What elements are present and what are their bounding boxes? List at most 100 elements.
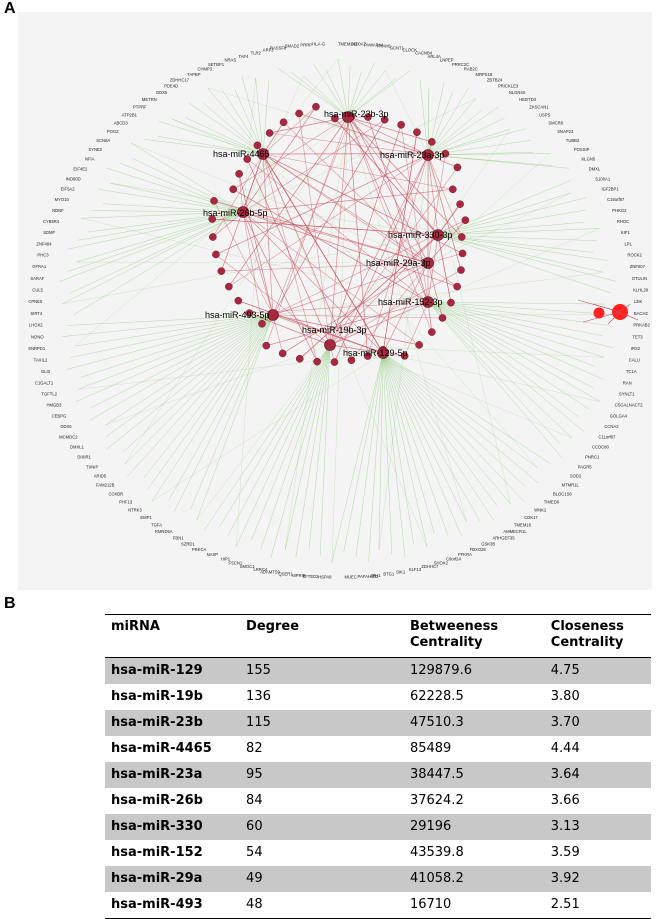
panel-label-b: B <box>4 595 16 613</box>
shared-target-node <box>447 299 454 306</box>
gene-label: SMCR8 <box>548 120 563 125</box>
shared-target-node <box>457 266 464 273</box>
cell-mirna: hsa-miR-29a <box>105 866 240 892</box>
cell-mirna: hsa-miR-26b <box>105 788 240 814</box>
gene-label: SYNE2 <box>88 147 102 152</box>
shared-target-node <box>459 250 466 257</box>
gene-label: ROCK2 <box>627 253 642 258</box>
gene-label: C11orf87 <box>598 435 616 440</box>
cell-degree: 49 <box>240 866 404 892</box>
gene-label: RHOC <box>617 219 629 224</box>
gene-label: PTPRF <box>133 104 147 109</box>
shared-target-node <box>296 355 303 362</box>
mirna-hub-label: hsa-miR-152-3p <box>378 297 443 307</box>
shared-target-node <box>218 267 225 274</box>
gene-label: PHF13 <box>119 500 133 505</box>
cell-betweenness: 62228.5 <box>404 684 545 710</box>
shared-target-node <box>230 186 237 193</box>
gene-label: POSSIP <box>574 147 590 152</box>
cell-degree: 115 <box>240 710 404 736</box>
cell-betweenness: 41058.2 <box>404 866 545 892</box>
gene-label: SZRD1 <box>181 541 195 546</box>
gene-label: HLA-G <box>312 42 325 47</box>
gene-label: PDE4D <box>164 84 178 89</box>
shared-target-node <box>398 121 405 128</box>
gene-label: TLR2 <box>251 50 262 55</box>
cell-closeness: 3.70 <box>545 710 651 736</box>
gene-label: DIXIR1 <box>77 455 91 460</box>
shared-target-node <box>314 358 321 365</box>
cell-mirna: hsa-miR-23b <box>105 710 240 736</box>
shared-target-node <box>413 129 420 136</box>
gene-label: RMND5A <box>155 529 173 534</box>
header-degree: Degree <box>240 615 404 658</box>
gene-label: SYNLT1 <box>619 392 635 397</box>
shared-target-node <box>454 164 461 171</box>
gene-label: METRN <box>142 97 157 102</box>
shared-target-node <box>454 283 461 290</box>
gene-label: IGF2BP1 <box>601 187 619 192</box>
gene-label: EMP1 <box>140 515 152 520</box>
gene-label: ZBTB24 <box>487 77 503 82</box>
gene-label: PHC3 <box>37 253 49 258</box>
gene-label: BLOC1S6 <box>553 491 573 496</box>
gene-label: MUEC <box>344 575 356 580</box>
gene-label: CCDC80 <box>592 445 609 450</box>
shared-target-node <box>212 251 219 258</box>
gene-label: NRAS <box>224 58 236 63</box>
cell-betweenness: 16710 <box>404 892 545 919</box>
shared-target-node <box>458 233 465 240</box>
gene-label: HEDTD3 <box>519 97 536 102</box>
gene-label: CDK17 <box>524 515 538 520</box>
gene-label: ARID5 <box>94 474 107 479</box>
gene-label: ATP2B1 <box>122 112 138 117</box>
gene-label: NDNF <box>52 208 64 213</box>
gene-label: SOD2 <box>570 474 582 479</box>
gene-label: C16orf87 <box>607 197 625 202</box>
gene-label: TAXIL2 <box>34 358 48 363</box>
table-row: hsa-miR-26b 84 37624.2 3.66 <box>105 788 651 814</box>
gene-label: SMAD2 <box>285 44 300 49</box>
gene-label: PRKAB2 <box>633 323 650 328</box>
gene-label: SETBP1 <box>208 62 225 67</box>
table-row: hsa-miR-4465 82 85489 4.44 <box>105 736 651 762</box>
header-closeness-line2: Centrality <box>551 635 624 650</box>
gene-label: CYB5R4 <box>43 219 60 224</box>
gene-label: EIF4E2 <box>73 166 88 171</box>
header-betweenness-line2: Centrality <box>410 635 483 650</box>
header-betweenness-line1: Betweeness <box>410 619 498 634</box>
gene-label: CEBPG <box>52 413 67 418</box>
table-row: hsa-miR-29a 49 41058.2 3.92 <box>105 866 651 892</box>
cell-betweenness: 85489 <box>404 736 545 762</box>
gene-label: TC1A <box>626 369 637 374</box>
gene-label: MRPS18 <box>475 72 492 77</box>
gene-label: FSCN1 <box>229 560 243 565</box>
shared-target-node <box>279 350 286 357</box>
gene-label: IRS2 <box>631 346 641 351</box>
gene-label: MCMDC2 <box>59 435 78 440</box>
gene-label: AMMECR1L <box>503 529 527 534</box>
gene-label: NFIA <box>85 156 95 161</box>
cell-closeness: 3.59 <box>545 840 651 866</box>
cell-betweenness: 38447.5 <box>404 762 545 788</box>
cell-closeness: 3.13 <box>545 814 651 840</box>
shared-target-node <box>280 119 287 126</box>
gene-label: TET3 <box>632 334 643 339</box>
gene-label: WNK2 <box>534 508 547 513</box>
cell-degree: 48 <box>240 892 404 919</box>
gene-label: L3IK <box>634 299 643 304</box>
cell-closeness: 4.75 <box>545 658 651 685</box>
mirna-hub-label: hsa-miR-129-5p <box>343 348 408 358</box>
shared-target-node <box>210 197 217 204</box>
gene-label: KIF1 <box>621 230 631 235</box>
gene-label: SIRT4 <box>30 311 42 316</box>
gene-label: CALU <box>629 358 640 363</box>
gene-label: KLGN5 <box>581 156 595 161</box>
gene-label: GFRA1 <box>32 264 47 269</box>
gene-label: TMEM18 <box>514 522 532 527</box>
gene-label: LHOX2 <box>29 323 43 328</box>
gene-label: OTULIN <box>632 276 647 281</box>
shared-target-node <box>235 297 242 304</box>
cell-degree: 155 <box>240 658 404 685</box>
gene-label: NTRK3 <box>128 508 142 513</box>
